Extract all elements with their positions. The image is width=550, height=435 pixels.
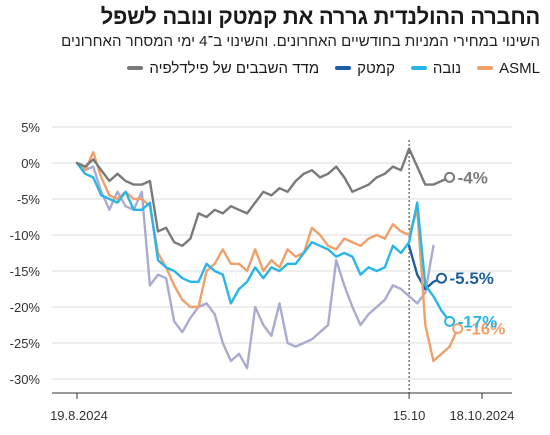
series-line [407,244,443,291]
y-tick-label: -20% [10,300,41,315]
legend-label-sox: מדד השבבים של פילדלפיה [149,59,320,77]
x-tick-label: 18.10.2024 [449,408,514,423]
y-tick-label: -30% [10,372,41,387]
legend-label-asml: ASML [499,59,540,77]
legend-item-sox: מדד השבבים של פילדלפיה [127,60,319,77]
legend: מדד השבבים של פילדלפיה קמטק נובה ASML [127,58,540,78]
x-tick-label: 19.8.2024 [50,408,108,423]
y-tick-label: -25% [10,336,41,351]
legend-swatch-sox [127,66,144,70]
end-value-label: -5.5% [450,269,494,288]
y-tick-label: 5% [21,120,40,135]
y-tick-label: -10% [10,228,41,243]
chart-title: החברה ההולנדית גררה את קמטק ונובה לשפל [100,4,541,29]
legend-label-camtek: קמטק [357,59,395,77]
legend-label-nova: נובה [432,59,462,77]
end-marker [452,323,464,335]
end-value-label: -16% [466,320,506,339]
end-marker [444,171,456,183]
series-line [75,150,459,363]
end-value-label: -17% [458,312,498,331]
legend-item-philadelphia: קמטק [335,60,395,77]
legend-swatch-camtek [410,66,427,70]
end-value-label: -4% [458,168,488,187]
chart-subtitle: השינוי במחירי המניות בחודשיים האחרונים. … [61,33,540,50]
legend-swatch-philadelphia [335,66,352,70]
series-line [75,161,435,370]
legend-item-nova: ASML [477,60,540,77]
series-line [75,147,451,248]
y-tick-label: 0% [21,156,40,171]
legend-item-camtek: נובה [410,59,462,77]
end-marker [436,272,447,284]
y-tick-label: -5% [17,192,41,207]
y-tick-label: -15% [10,264,41,279]
legend-swatch-nova [477,66,494,70]
series-line [75,161,451,323]
end-marker [444,315,456,327]
x-tick-label: 15.10 [393,408,426,423]
